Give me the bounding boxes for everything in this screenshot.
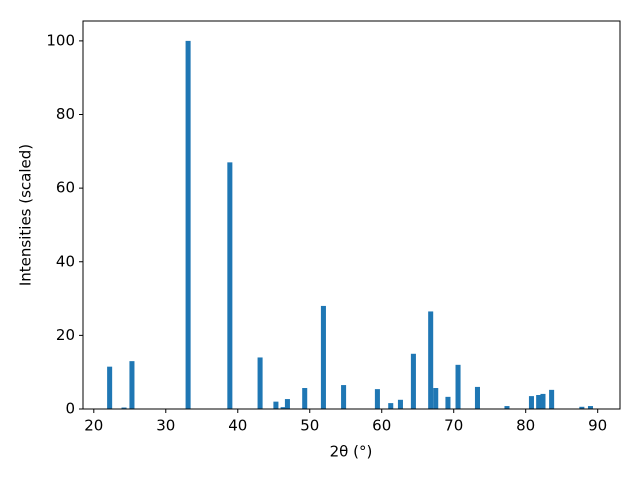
plot-frame [82,20,621,410]
bar [320,305,326,409]
bar [284,399,290,409]
x-tick-label: 70 [444,417,463,435]
x-tick-label: 50 [300,417,319,435]
bar [504,406,510,409]
bar [185,40,191,409]
x-tick-label: 40 [228,417,247,435]
y-tick-label: 60 [56,179,75,197]
y-tick-label: 0 [65,400,75,418]
bar [302,388,308,409]
y-tick-label: 80 [56,105,75,123]
x-axis-label: 2θ (°) [330,443,373,461]
y-tick-label: 20 [56,326,75,344]
bar [129,361,135,409]
bar [273,401,279,409]
bar [587,406,594,409]
bar [121,407,127,409]
bar [374,389,380,409]
x-tick-label: 80 [516,417,535,435]
bar [528,396,534,409]
bar [445,396,451,409]
bar [549,389,555,409]
x-tick-label: 20 [84,417,103,435]
bar [579,406,585,409]
bar [341,385,347,409]
bar [397,399,403,409]
bar [388,403,394,409]
bar [540,393,546,409]
bar [455,364,461,409]
y-tick-label: 100 [46,31,75,49]
y-axis-label: Intensities (scaled) [17,144,35,286]
y-tick-label: 40 [56,252,75,270]
x-tick-label: 30 [156,417,175,435]
bar [410,353,416,409]
bar [280,407,286,409]
bar [257,357,263,409]
x-tick-label: 90 [588,417,607,435]
bar [536,395,542,409]
bar [474,386,480,409]
bar [227,162,233,409]
bar [428,311,434,409]
bar [433,388,439,409]
bar [107,366,113,409]
x-tick-label: 60 [372,417,391,435]
